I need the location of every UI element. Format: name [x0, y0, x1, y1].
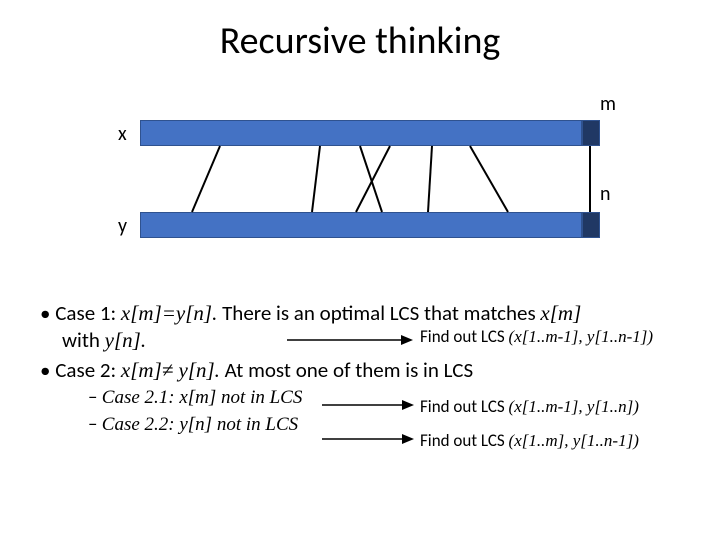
label-y: y [118, 214, 127, 238]
label-x: x [118, 122, 127, 146]
slide-title: Recursive thinking [0, 0, 720, 64]
label-n: n [600, 182, 611, 206]
findout-2: Find out LCS (x[1..m-1], y[1..n]) [420, 396, 639, 417]
bar-x-main [140, 120, 582, 146]
sequence-diagram: m x n y [100, 100, 620, 260]
bar-x-end [582, 120, 600, 146]
case-2: Case 2: x[m]≠ y[n]. At most one of them … [40, 357, 680, 384]
findout-1: Find out LCS (x[1..m-1], y[1..n-1]) [420, 326, 653, 347]
label-m: m [600, 92, 616, 116]
bar-y-end [582, 212, 600, 238]
bar-y-main [140, 212, 582, 238]
findout-3: Find out LCS (x[1..m], y[1..n-1]) [420, 430, 639, 451]
